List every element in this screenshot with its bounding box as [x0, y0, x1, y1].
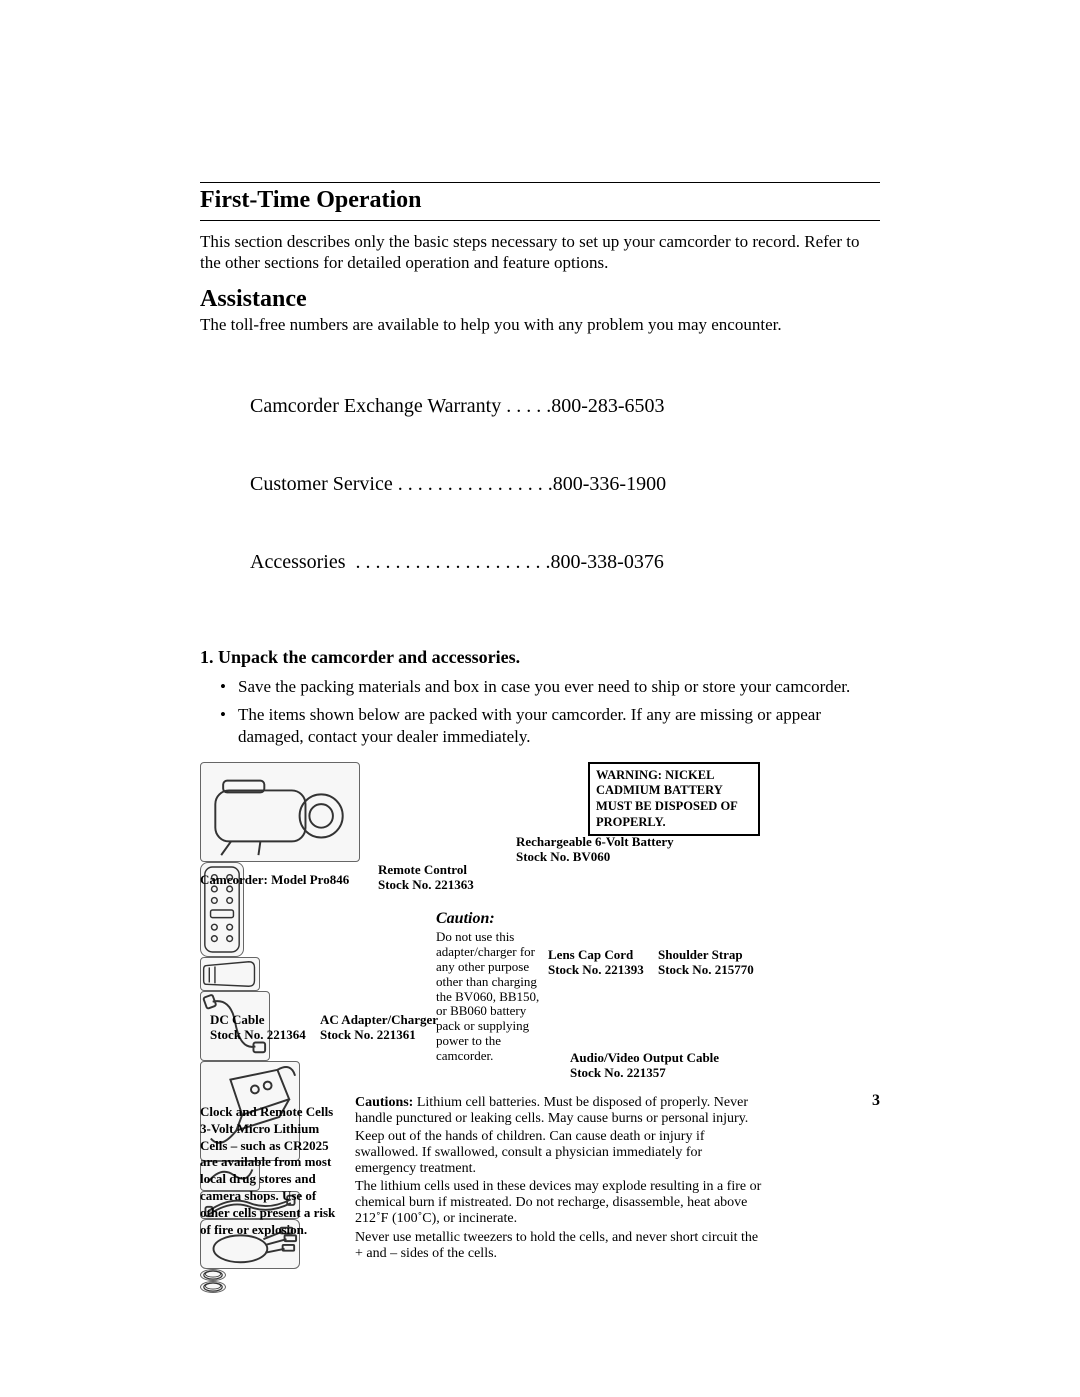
remote-label-line2: Stock No. 221363: [378, 877, 498, 893]
lithium-lead: Cautions:: [355, 1095, 413, 1110]
caution-body: Do not use this adapter/charger for any …: [436, 930, 544, 1064]
bullet-text: Save the packing materials and box in ca…: [238, 676, 850, 698]
step1-heading: 1. Unpack the camcorder and accessories.: [200, 647, 880, 668]
page-number: 3: [872, 1092, 880, 1110]
battery-label: Rechargeable 6-Volt Battery Stock No. BV…: [516, 834, 716, 865]
lithium-p1-text: Lithium cell batteries. Must be disposed…: [355, 1095, 748, 1126]
battery-label-line2: Stock No. BV060: [516, 849, 716, 865]
bullet-dot-icon: •: [220, 704, 238, 748]
av-cable-label-line1: Audio/Video Output Cable: [570, 1050, 750, 1066]
phone-accessories: Accessories . . . . . . . . . . . . . . …: [250, 549, 880, 575]
title-bar: First-Time Operation: [200, 182, 880, 221]
manual-page: First-Time Operation This section descri…: [200, 182, 880, 1322]
camcorder-icon: [200, 762, 360, 862]
coin-cells-label: Clock and Remote Cells 3-Volt Micro Lith…: [200, 1104, 345, 1239]
shoulder-strap-label: Shoulder Strap Stock No. 215770: [658, 947, 768, 978]
lithium-p3: The lithium cells used in these devices …: [355, 1179, 765, 1227]
battery-warning-box: WARNING: NICKEL CADMIUM BATTERY MUST BE …: [588, 762, 760, 837]
lithium-p1: Cautions: Lithium cell batteries. Must b…: [355, 1095, 765, 1127]
battery-label-line1: Rechargeable 6-Volt Battery: [516, 834, 716, 850]
av-cable-label-line2: Stock No. 221357: [570, 1065, 750, 1081]
phone-lines: Camcorder Exchange Warranty . . . . .800…: [250, 341, 880, 627]
step1-bullets: • Save the packing materials and box in …: [220, 676, 880, 748]
lens-cap-label: Lens Cap Cord Stock No. 221393: [548, 947, 653, 978]
lens-cap-label-line1: Lens Cap Cord: [548, 947, 653, 963]
intro-paragraph: This section describes only the basic st…: [200, 231, 880, 274]
shoulder-strap-label-line2: Stock No. 215770: [658, 962, 768, 978]
lithium-p4: Never use metallic tweezers to hold the …: [355, 1230, 765, 1262]
battery-icon: [200, 957, 260, 991]
phone-customer-service: Customer Service . . . . . . . . . . . .…: [250, 471, 880, 497]
bullet-item: • Save the packing materials and box in …: [220, 676, 880, 698]
phone-warranty: Camcorder Exchange Warranty . . . . .800…: [250, 393, 880, 419]
ac-adapter-label-line2: Stock No. 221361: [320, 1027, 450, 1043]
dc-cable-label: DC Cable Stock No. 221364: [210, 1012, 315, 1043]
remote-label: Remote Control Stock No. 221363: [378, 862, 498, 893]
accessories-diagram: Camcorder: Model Pro846 Remote Control S…: [200, 762, 880, 1322]
caution-heading: Caution:: [436, 910, 495, 928]
bullet-item: • The items shown below are packed with …: [220, 704, 880, 748]
ac-adapter-label: AC Adapter/Charger Stock No. 221361: [320, 1012, 450, 1043]
remote-label-line1: Remote Control: [378, 862, 498, 878]
coin-cell-icon: [200, 1281, 226, 1293]
camcorder-label: Camcorder: Model Pro846: [200, 872, 349, 888]
lithium-p2: Keep out of the hands of children. Can c…: [355, 1129, 765, 1177]
coin-cell-icon: [200, 1269, 226, 1281]
bullet-dot-icon: •: [220, 676, 238, 698]
shoulder-strap-label-line1: Shoulder Strap: [658, 947, 768, 963]
page-title: First-Time Operation: [200, 187, 880, 214]
dc-cable-label-line1: DC Cable: [210, 1012, 315, 1028]
bullet-text: The items shown below are packed with yo…: [238, 704, 880, 748]
ac-adapter-label-line1: AC Adapter/Charger: [320, 1012, 450, 1028]
dc-cable-label-line2: Stock No. 221364: [210, 1027, 315, 1043]
assistance-heading: Assistance: [200, 286, 880, 313]
av-cable-label: Audio/Video Output Cable Stock No. 22135…: [570, 1050, 750, 1081]
lithium-cautions-block: Cautions: Lithium cell batteries. Must b…: [355, 1095, 765, 1264]
assistance-intro: The toll-free numbers are available to h…: [200, 315, 880, 335]
lens-cap-label-line2: Stock No. 221393: [548, 962, 653, 978]
